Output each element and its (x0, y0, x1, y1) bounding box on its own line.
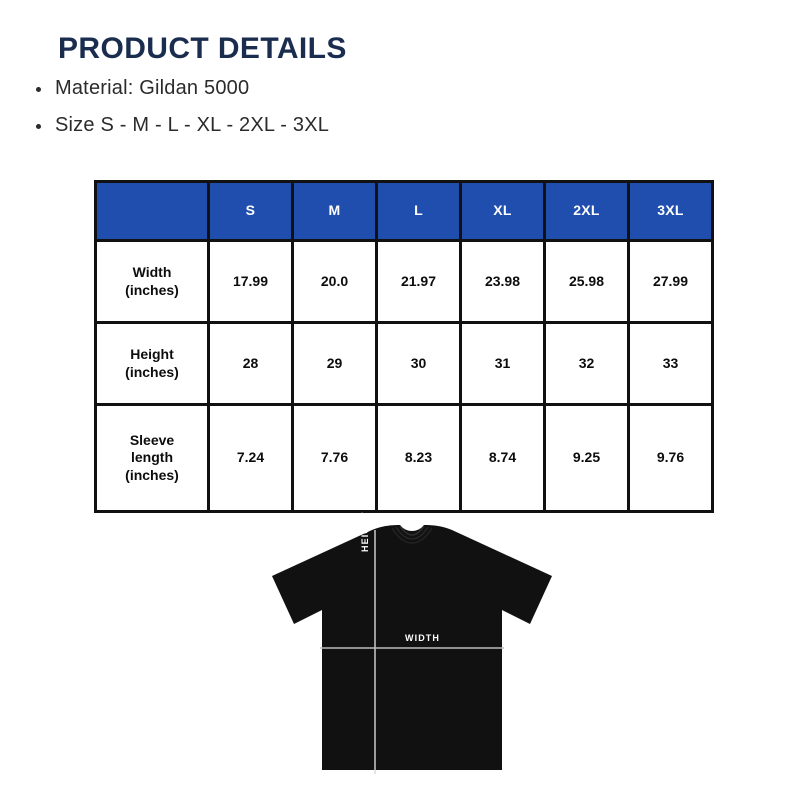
cell-width-3xl: 27.99 (630, 242, 711, 321)
row-label-line: (inches) (125, 466, 179, 483)
cell-width-xl: 23.98 (462, 242, 543, 321)
row-label-line: Height (130, 346, 174, 363)
cell-height-l: 30 (378, 324, 459, 403)
column-header-xl: XL (462, 183, 543, 239)
table-header-row: S M L XL 2XL 3XL (97, 183, 711, 239)
cell-width-m: 20.0 (294, 242, 375, 321)
tshirt-icon (272, 525, 552, 774)
cell-sleeve-m: 7.76 (294, 406, 375, 510)
table-corner-cell (97, 183, 207, 239)
row-label-height: Height (inches) (97, 324, 207, 403)
bullet-dot-icon (36, 124, 41, 129)
collar-arc (399, 525, 425, 536)
height-measure-label: HEIGHT (360, 511, 370, 552)
row-label-width: Width (inches) (97, 242, 207, 321)
row-label-sleeve-length: Sleeve length (inches) (97, 406, 207, 510)
cell-height-3xl: 33 (630, 324, 711, 403)
collar-arc (395, 526, 429, 540)
size-chart-table: S M L XL 2XL 3XL Width (inches) 17.99 20… (94, 180, 714, 513)
list-item-label: Size S - M - L - XL - 2XL - 3XL (55, 114, 330, 136)
column-header-s: S (210, 183, 291, 239)
tshirt-illustration: HEIGHT WIDTH (262, 511, 562, 776)
page-title: PRODUCT DETAILS (58, 32, 347, 65)
table-row: Width (inches) 17.99 20.0 21.97 23.98 25… (97, 242, 711, 321)
row-label-line: (inches) (125, 281, 179, 298)
table-row: Height (inches) 28 29 30 31 32 33 (97, 324, 711, 403)
column-header-l: L (378, 183, 459, 239)
width-measure-label: WIDTH (405, 633, 440, 643)
column-header-3xl: 3XL (630, 183, 711, 239)
row-label-line: length (131, 449, 173, 466)
product-detail-list: Material: Gildan 5000 Size S - M - L - X… (36, 78, 556, 152)
cell-height-s: 28 (210, 324, 291, 403)
row-label-line: (inches) (125, 363, 179, 380)
cell-sleeve-l: 8.23 (378, 406, 459, 510)
list-item: Size S - M - L - XL - 2XL - 3XL (36, 115, 556, 135)
cell-sleeve-2xl: 9.25 (546, 406, 627, 510)
cell-height-xl: 31 (462, 324, 543, 403)
bullet-dot-icon (36, 87, 41, 92)
cell-width-2xl: 25.98 (546, 242, 627, 321)
cell-height-m: 29 (294, 324, 375, 403)
row-label-line: Sleeve (129, 432, 175, 449)
row-label-line: Width (132, 264, 172, 281)
collar-arc (391, 527, 433, 544)
list-item: Material: Gildan 5000 (36, 78, 556, 98)
cell-width-l: 21.97 (378, 242, 459, 321)
column-header-2xl: 2XL (546, 183, 627, 239)
cell-sleeve-xl: 8.74 (462, 406, 543, 510)
table-row: Sleeve length (inches) 7.24 7.76 8.23 8.… (97, 406, 711, 510)
column-header-m: M (294, 183, 375, 239)
list-item-label: Material: Gildan 5000 (55, 77, 250, 99)
cell-width-s: 17.99 (210, 242, 291, 321)
cell-sleeve-3xl: 9.76 (630, 406, 711, 510)
cell-height-2xl: 32 (546, 324, 627, 403)
cell-sleeve-s: 7.24 (210, 406, 291, 510)
